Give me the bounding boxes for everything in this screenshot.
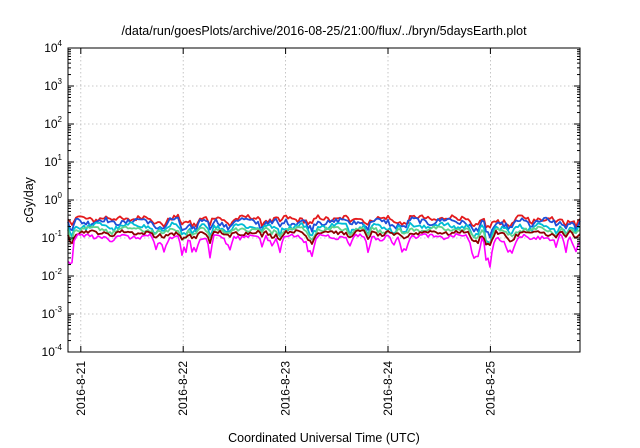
x-tick-label: 2016-8-25 [483, 361, 497, 416]
series-line [67, 213, 581, 229]
y-axis: 10-4 10-3 10-2 10-1 100 101 102 103 104 [42, 39, 580, 359]
x-tick-label: 2016-8-24 [381, 361, 395, 416]
y-tick-label: 10-3 [42, 305, 63, 321]
y-tick-label: 100 [44, 191, 62, 207]
x-axis: 2016-8-21 2016-8-22 2016-8-23 2016-8-24 2016… [74, 48, 497, 416]
y-tick-label: 102 [44, 115, 62, 131]
x-tick-label: 2016-8-21 [74, 361, 88, 416]
y-tick-label: 101 [44, 153, 62, 169]
x-axis-label: Coordinated Universal Time (UTC) [228, 431, 420, 445]
y-tick-label: 103 [44, 77, 62, 93]
series-line [67, 229, 581, 247]
series-layer [67, 213, 581, 268]
x-tick-label: 2016-8-22 [176, 361, 190, 416]
y-tick-label: 10-4 [42, 343, 63, 359]
y-tick-label: 10-1 [42, 229, 63, 245]
grid [68, 48, 580, 352]
y-axis-label: cGy/day [22, 176, 36, 223]
chart-title: /data/run/goesPlots/archive/2016-08-25/2… [121, 24, 527, 38]
series-line [67, 232, 581, 268]
series-line [67, 216, 581, 239]
x-tick-label: 2016-8-23 [279, 361, 293, 416]
y-tick-label: 10-2 [42, 267, 63, 283]
y-tick-label: 104 [44, 39, 62, 55]
